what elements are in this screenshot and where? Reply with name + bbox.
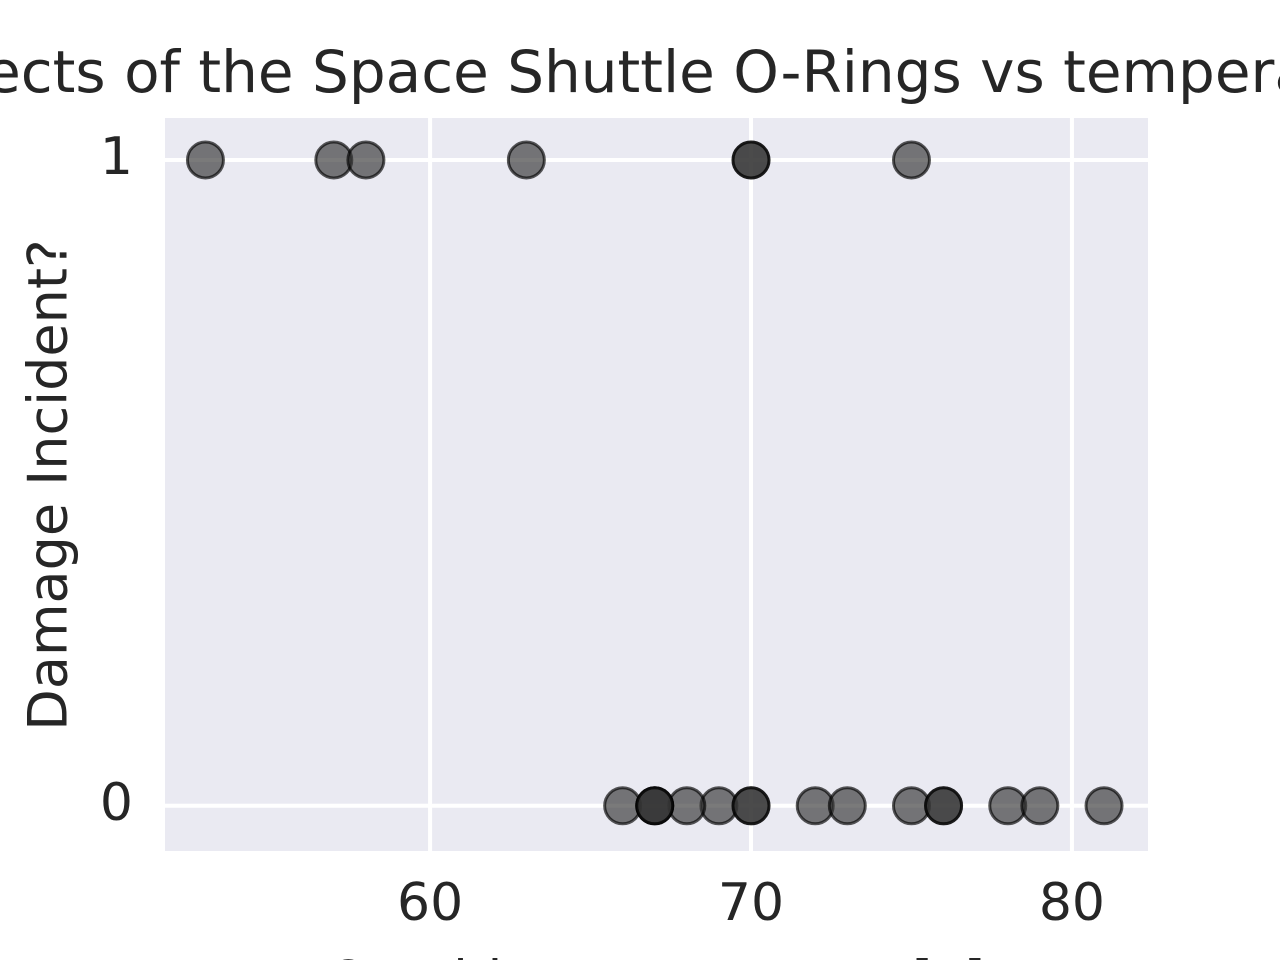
- point: [185, 140, 225, 180]
- point: [635, 786, 675, 826]
- x-tick-label: 60: [397, 873, 463, 933]
- point: [891, 140, 931, 180]
- y-axis-label: Damage Incident?: [17, 239, 80, 730]
- point: [346, 140, 386, 180]
- point: [827, 786, 867, 826]
- x-axis-label: Outside Temperature [F]: [327, 950, 985, 960]
- y-tick-label: 0: [100, 773, 133, 833]
- x-tick-label: 80: [1039, 873, 1105, 933]
- point: [1084, 786, 1124, 826]
- chart-title: Defects of the Space Shuttle O-Rings vs …: [0, 38, 1280, 106]
- point: [1020, 786, 1060, 826]
- point: [731, 140, 771, 180]
- x-tick-label: 70: [718, 873, 784, 933]
- point: [924, 786, 964, 826]
- point: [506, 140, 546, 180]
- y-tick-label: 1: [100, 127, 133, 187]
- point: [731, 786, 771, 826]
- plot-area: [165, 118, 1148, 851]
